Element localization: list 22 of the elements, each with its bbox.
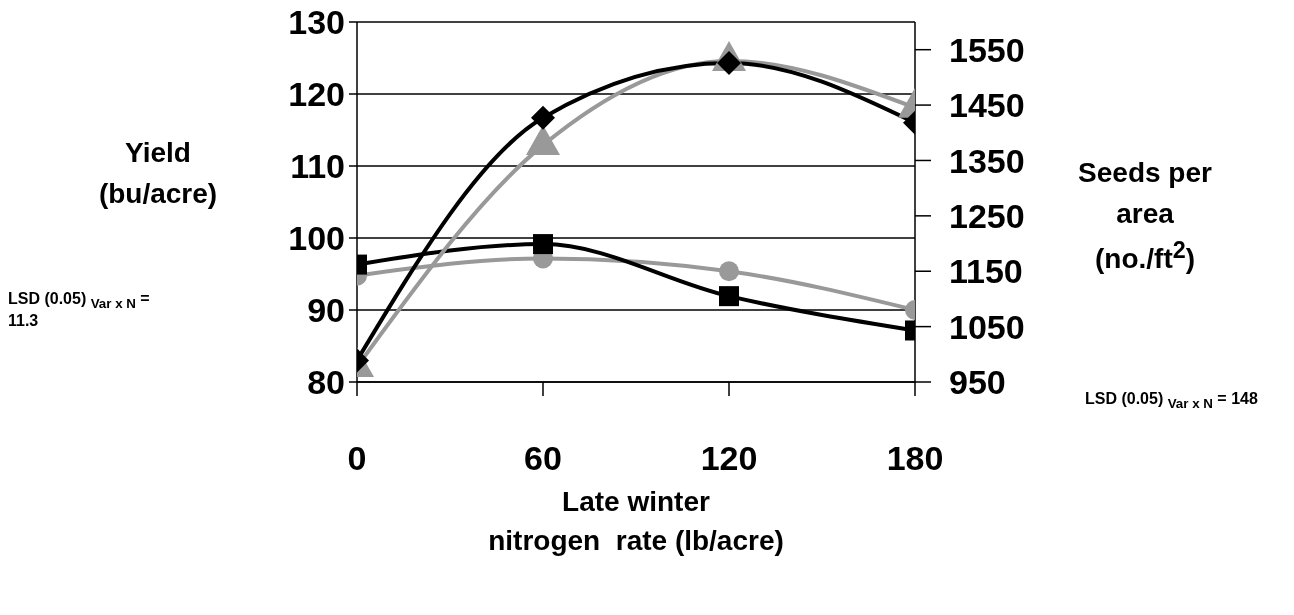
y-tick-label: 100 xyxy=(288,219,345,258)
y2-tick-label: 1350 xyxy=(949,141,1025,180)
y-tick-label: 130 xyxy=(288,3,345,42)
y2-tick-label: 950 xyxy=(949,363,1006,402)
y-tick-label: 120 xyxy=(288,75,345,114)
text: LSD (0.05) $_{Var x N}$ = 148 xyxy=(1085,390,1259,412)
y2-axis-title: Seeds per area (no./ft$^{2}$) xyxy=(1077,156,1213,277)
x-tick-label: 120 xyxy=(700,439,758,478)
y-tick-label: 90 xyxy=(307,291,345,330)
y-axis-title: Yield (bu/acre) xyxy=(97,136,219,211)
y-tick-label: 80 xyxy=(307,363,345,402)
text: LSD (0.05) $_{Var x N}$ = 11.3 xyxy=(8,290,150,329)
y2-tick-label: 1550 xyxy=(949,30,1025,69)
x-tick-label: 0 xyxy=(347,439,367,478)
x-axis-title: Late winter nitrogen rate (lb/acre) xyxy=(487,485,785,559)
y2-tick-label: 1250 xyxy=(949,196,1025,235)
x-tick-label: 60 xyxy=(524,439,562,478)
x-tick-label: 180 xyxy=(886,439,944,478)
y2-tick-label: 1450 xyxy=(949,86,1025,125)
y-tick-label: 110 xyxy=(290,147,345,186)
y2-tick-label: 1050 xyxy=(949,307,1025,346)
y2-tick-label: 1150 xyxy=(949,252,1023,291)
